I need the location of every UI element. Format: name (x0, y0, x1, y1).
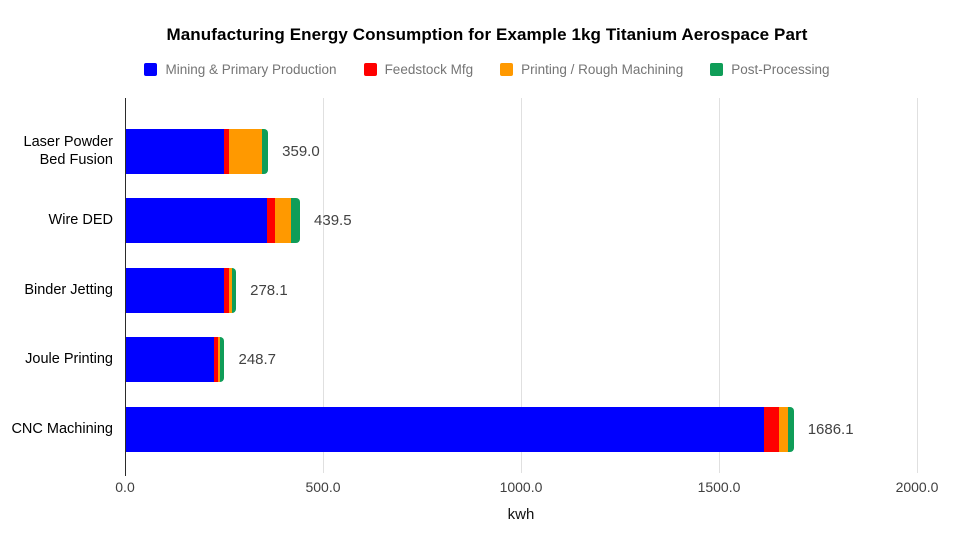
y-axis-label: CNC Machining (11, 420, 113, 437)
bar-segment (223, 267, 229, 313)
bar-segment (217, 337, 221, 382)
x-tick-label: 1500.0 (697, 479, 741, 495)
bar-segment (126, 406, 764, 452)
bar-segment (275, 198, 292, 243)
bar-total-label: 359.0 (282, 142, 320, 160)
y-axis-label: Wire DED (48, 212, 113, 229)
legend-item: Post-Processing (710, 62, 830, 77)
legend-item: Printing / Rough Machining (500, 62, 683, 77)
bar-segment (232, 267, 237, 313)
bar-row (126, 337, 225, 382)
y-axis-label: Joule Printing (25, 351, 113, 368)
legend-label: Mining & Primary Production (165, 62, 337, 77)
chart-legend: Mining & Primary Production Feedstock Mfg… (0, 62, 974, 77)
bar-row (126, 406, 794, 452)
bar-segment (224, 128, 230, 174)
bar-row (126, 198, 301, 243)
y-axis-label: Binder Jetting (24, 281, 113, 298)
bar-segment (126, 128, 225, 174)
legend-swatch-icon (710, 63, 724, 76)
bar-segment (787, 406, 794, 452)
legend-label: Printing / Rough Machining (521, 62, 684, 77)
bar-segment (220, 337, 225, 382)
bar-segment (291, 198, 301, 243)
bar-segment (229, 128, 263, 174)
legend-item: Feedstock Mfg (363, 62, 474, 77)
x-tick-label: 500.0 (305, 479, 341, 495)
gridline (719, 98, 720, 473)
x-axis-title: kwh (507, 506, 535, 523)
bar-segment (763, 406, 780, 452)
bar-row (126, 267, 237, 313)
bar-segment (126, 198, 267, 243)
bar-total-label: 278.1 (250, 281, 288, 299)
bar-segment (266, 198, 276, 243)
legend-label: Feedstock Mfg (384, 62, 474, 77)
chart-title: Manufacturing Energy Consumption for Exa… (166, 25, 808, 44)
gridline (521, 98, 522, 473)
bar-row (126, 128, 269, 174)
legend-swatch-icon (144, 63, 158, 76)
legend-swatch-icon (363, 63, 377, 76)
bar-total-label: 1686.1 (807, 420, 854, 438)
legend-item: Mining & Primary Production (144, 62, 337, 77)
bar-segment (779, 406, 788, 452)
x-tick-label: 1000.0 (499, 479, 543, 495)
x-tick-label: 0.0 (115, 479, 135, 495)
bar-total-label: 439.5 (314, 212, 352, 229)
bar-segment (228, 267, 233, 313)
gridline (917, 98, 918, 473)
bar-segment (126, 337, 215, 382)
gridline (323, 98, 324, 473)
bar-segment (126, 267, 224, 313)
bar-total-label: 248.7 (238, 351, 277, 368)
legend-label: Post-Processing (731, 62, 830, 77)
y-axis-line (125, 98, 126, 476)
x-tick-label: 2000.0 (895, 479, 939, 495)
bar-segment (214, 337, 218, 382)
bar-segment (262, 128, 269, 174)
y-axis-label: Laser Powder Bed Fusion (23, 133, 113, 168)
legend-swatch-icon (500, 63, 514, 76)
